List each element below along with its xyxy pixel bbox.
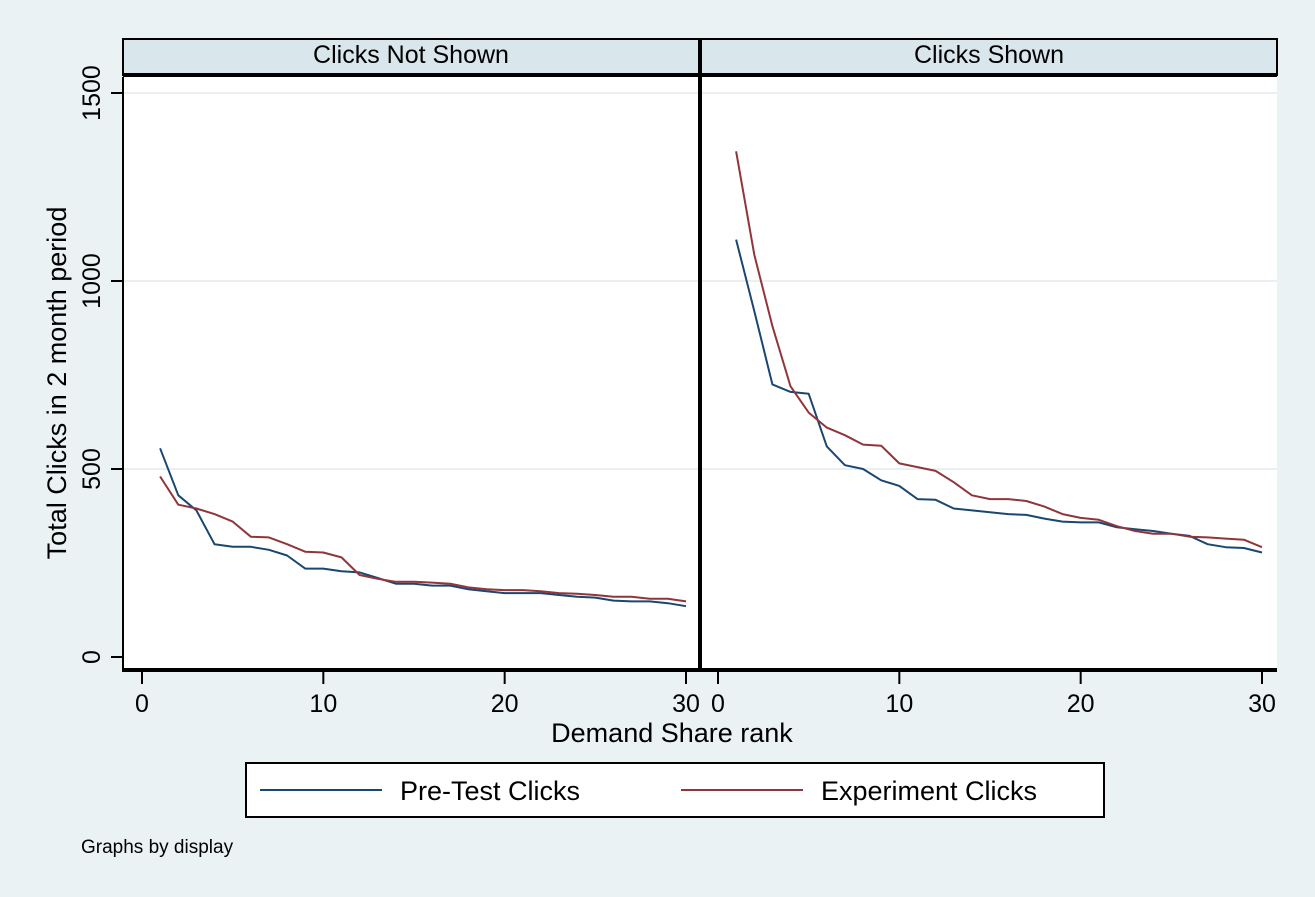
x-tick-label: 0 (711, 690, 725, 718)
series-line-pre-test (159, 447, 687, 608)
x-axis: 0 10 20 30 (711, 672, 1276, 718)
x-tick-label: 10 (885, 690, 913, 718)
series-group (735, 151, 1263, 554)
y-tick-label: 1000 (78, 253, 106, 309)
series-line-experiment (735, 151, 1263, 549)
panel-title: Clicks Shown (914, 41, 1064, 69)
x-tick-label: 30 (672, 690, 700, 718)
plot-area (123, 77, 699, 670)
grid-lines (701, 92, 1277, 470)
series-line-experiment (159, 475, 687, 603)
grid-lines (123, 92, 699, 470)
x-tick-label: 20 (491, 690, 519, 718)
x-tick-label: 30 (1248, 690, 1276, 718)
legend-label-pre-test: Pre-Test Clicks (400, 776, 580, 806)
x-axis: 0 10 20 30 (135, 672, 700, 718)
x-axis-title: Demand Share rank (551, 718, 793, 748)
x-tick-label: 0 (135, 690, 149, 718)
panel-strip (700, 38, 1278, 76)
x-tick-label: 10 (309, 690, 337, 718)
panel-title: Clicks Not Shown (313, 41, 509, 69)
panel-clicks-not-shown: Clicks Not Shown 0 10 20 30 (122, 38, 700, 718)
y-axis: 0 500 1000 1500 (78, 65, 123, 664)
y-tick-label: 0 (78, 650, 106, 664)
panel-clicks-shown: Clicks Shown 0 10 20 30 (700, 38, 1278, 718)
series-group (159, 447, 687, 608)
x-tick-label: 20 (1067, 690, 1095, 718)
y-axis-title: Total Clicks in 2 month period (42, 207, 72, 560)
y-tick-label: 1500 (78, 65, 106, 121)
legend-box (245, 762, 1105, 818)
graph-note: Graphs by display (81, 837, 234, 858)
y-tick-label: 500 (78, 448, 106, 490)
legend-label-experiment: Experiment Clicks (821, 776, 1037, 806)
plot-area (701, 77, 1277, 670)
legend: Pre-Test Clicks Experiment Clicks (245, 762, 1105, 818)
